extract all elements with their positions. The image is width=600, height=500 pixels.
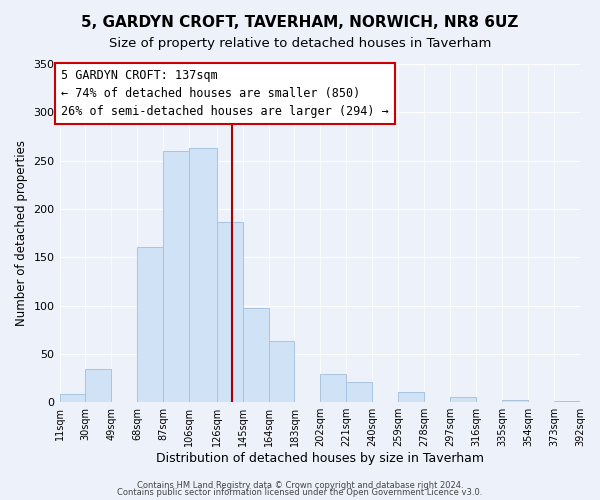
Bar: [190, 148, 217, 402]
Bar: [398, 392, 424, 402]
X-axis label: Distribution of detached houses by size in Taverham: Distribution of detached houses by size …: [156, 452, 484, 465]
Bar: [450, 398, 476, 402]
Bar: [346, 382, 373, 402]
Bar: [163, 151, 190, 402]
Y-axis label: Number of detached properties: Number of detached properties: [15, 140, 28, 326]
Bar: [554, 401, 580, 402]
Text: Contains HM Land Registry data © Crown copyright and database right 2024.: Contains HM Land Registry data © Crown c…: [137, 480, 463, 490]
Bar: [269, 342, 295, 402]
Text: Contains public sector information licensed under the Open Government Licence v3: Contains public sector information licen…: [118, 488, 482, 497]
Bar: [320, 374, 346, 402]
Bar: [502, 400, 528, 402]
Bar: [137, 246, 163, 402]
Bar: [59, 394, 85, 402]
Text: 5 GARDYN CROFT: 137sqm
← 74% of detached houses are smaller (850)
26% of semi-de: 5 GARDYN CROFT: 137sqm ← 74% of detached…: [61, 69, 389, 118]
Text: Size of property relative to detached houses in Taverham: Size of property relative to detached ho…: [109, 38, 491, 51]
Bar: [217, 222, 242, 402]
Text: 5, GARDYN CROFT, TAVERHAM, NORWICH, NR8 6UZ: 5, GARDYN CROFT, TAVERHAM, NORWICH, NR8 …: [82, 15, 518, 30]
Bar: [85, 370, 112, 402]
Bar: [242, 308, 269, 402]
